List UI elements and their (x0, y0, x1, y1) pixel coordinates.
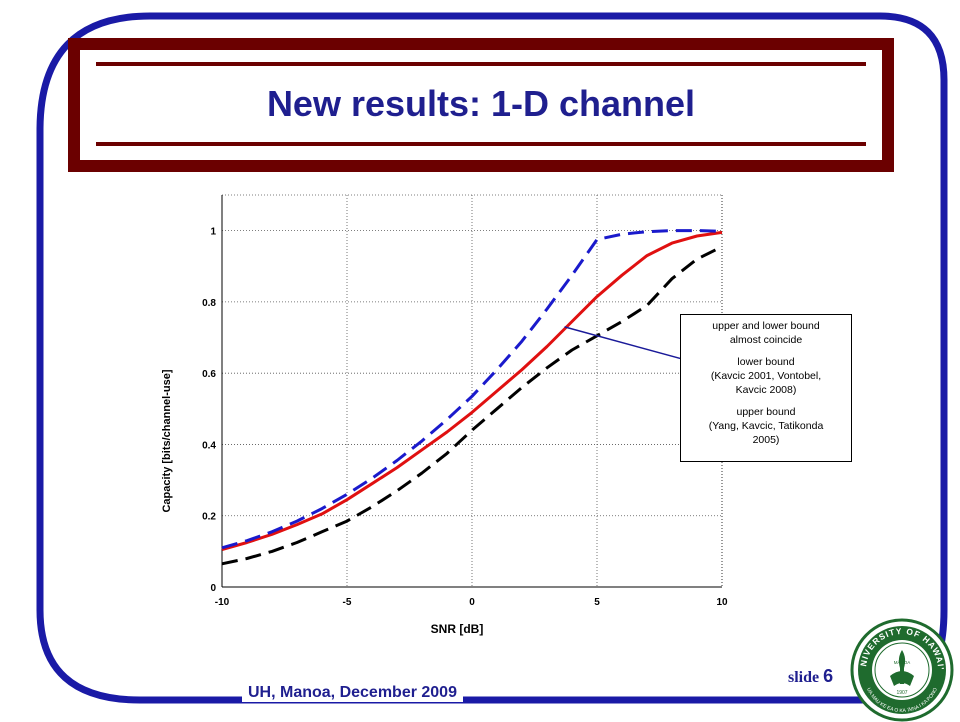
svg-text:1907: 1907 (896, 690, 907, 696)
annotation-line: lower bound (737, 356, 795, 368)
annotation-paragraph: upper bound (Yang, Kavcic, Tatikonda 2005) (681, 405, 851, 447)
y-tick-label: 0.2 (202, 512, 216, 523)
x-tick-label: 5 (594, 597, 600, 608)
annotation-line: 2005) (752, 434, 780, 446)
y-tick-label: 0.6 (202, 369, 216, 380)
annotation-paragraph: upper and lower bound almost coincide (681, 319, 851, 347)
y-tick-label: 1 (210, 227, 216, 238)
x-tick-label: -10 (215, 597, 230, 608)
x-axis-title: SNR [dB] (431, 622, 484, 636)
series-lines (221, 229, 723, 566)
x-tick-label: -5 (343, 597, 352, 608)
y-tick-label: 0.8 (202, 298, 216, 309)
footer-text: UH, Manoa, December 2009 (242, 684, 463, 702)
annotation-line: (Yang, Kavcic, Tatikonda (708, 420, 824, 432)
title-box: New results: 1-D channel (96, 66, 866, 142)
x-tick-label: 0 (469, 597, 475, 608)
y-axis-title: Capacity [bits/channel-use] (161, 369, 173, 512)
y-tick-label: 0.4 (202, 440, 216, 451)
annotation-box: upper and lower bound almost coincide lowe… (680, 314, 852, 462)
annotation-line: upper bound (736, 406, 796, 418)
svg-text:MĀNOA: MĀNOA (894, 659, 911, 665)
slide-word: slide (788, 669, 820, 686)
annotation-line: Kavcic 2008) (735, 384, 797, 396)
x-tick-label: 10 (716, 597, 728, 608)
grid-lines (222, 194, 722, 587)
pointer-line (564, 326, 683, 360)
slide-number: 6 (823, 666, 834, 686)
annotation-pointer (564, 326, 683, 360)
university-seal-logo: UNIVERSITY OF HAWAI'I UA MAU KE EA O KA … (850, 618, 954, 722)
annotation-line: (Kavcic 2001, Vontobel, (710, 370, 822, 382)
page-title: New results: 1-D channel (266, 83, 696, 124)
annotation-line: almost coincide (729, 334, 803, 346)
series-line-3 (221, 245, 723, 566)
annotation-paragraph: lower bound (Kavcic 2001, Vontobel, Kavcic… (681, 355, 851, 397)
y-tick-label: 0 (210, 583, 216, 594)
series-line-2 (221, 229, 723, 550)
annotation-line: upper and lower bound (712, 320, 820, 332)
axis-labels: -10 -5 0 5 10 0 0.2 0.4 0.6 0.8 1 SNR [dB] Capacity … (161, 227, 728, 636)
frame-border (36, 12, 948, 704)
series-line-1 (221, 230, 723, 552)
slide-number-label: slide 6 (788, 666, 833, 687)
